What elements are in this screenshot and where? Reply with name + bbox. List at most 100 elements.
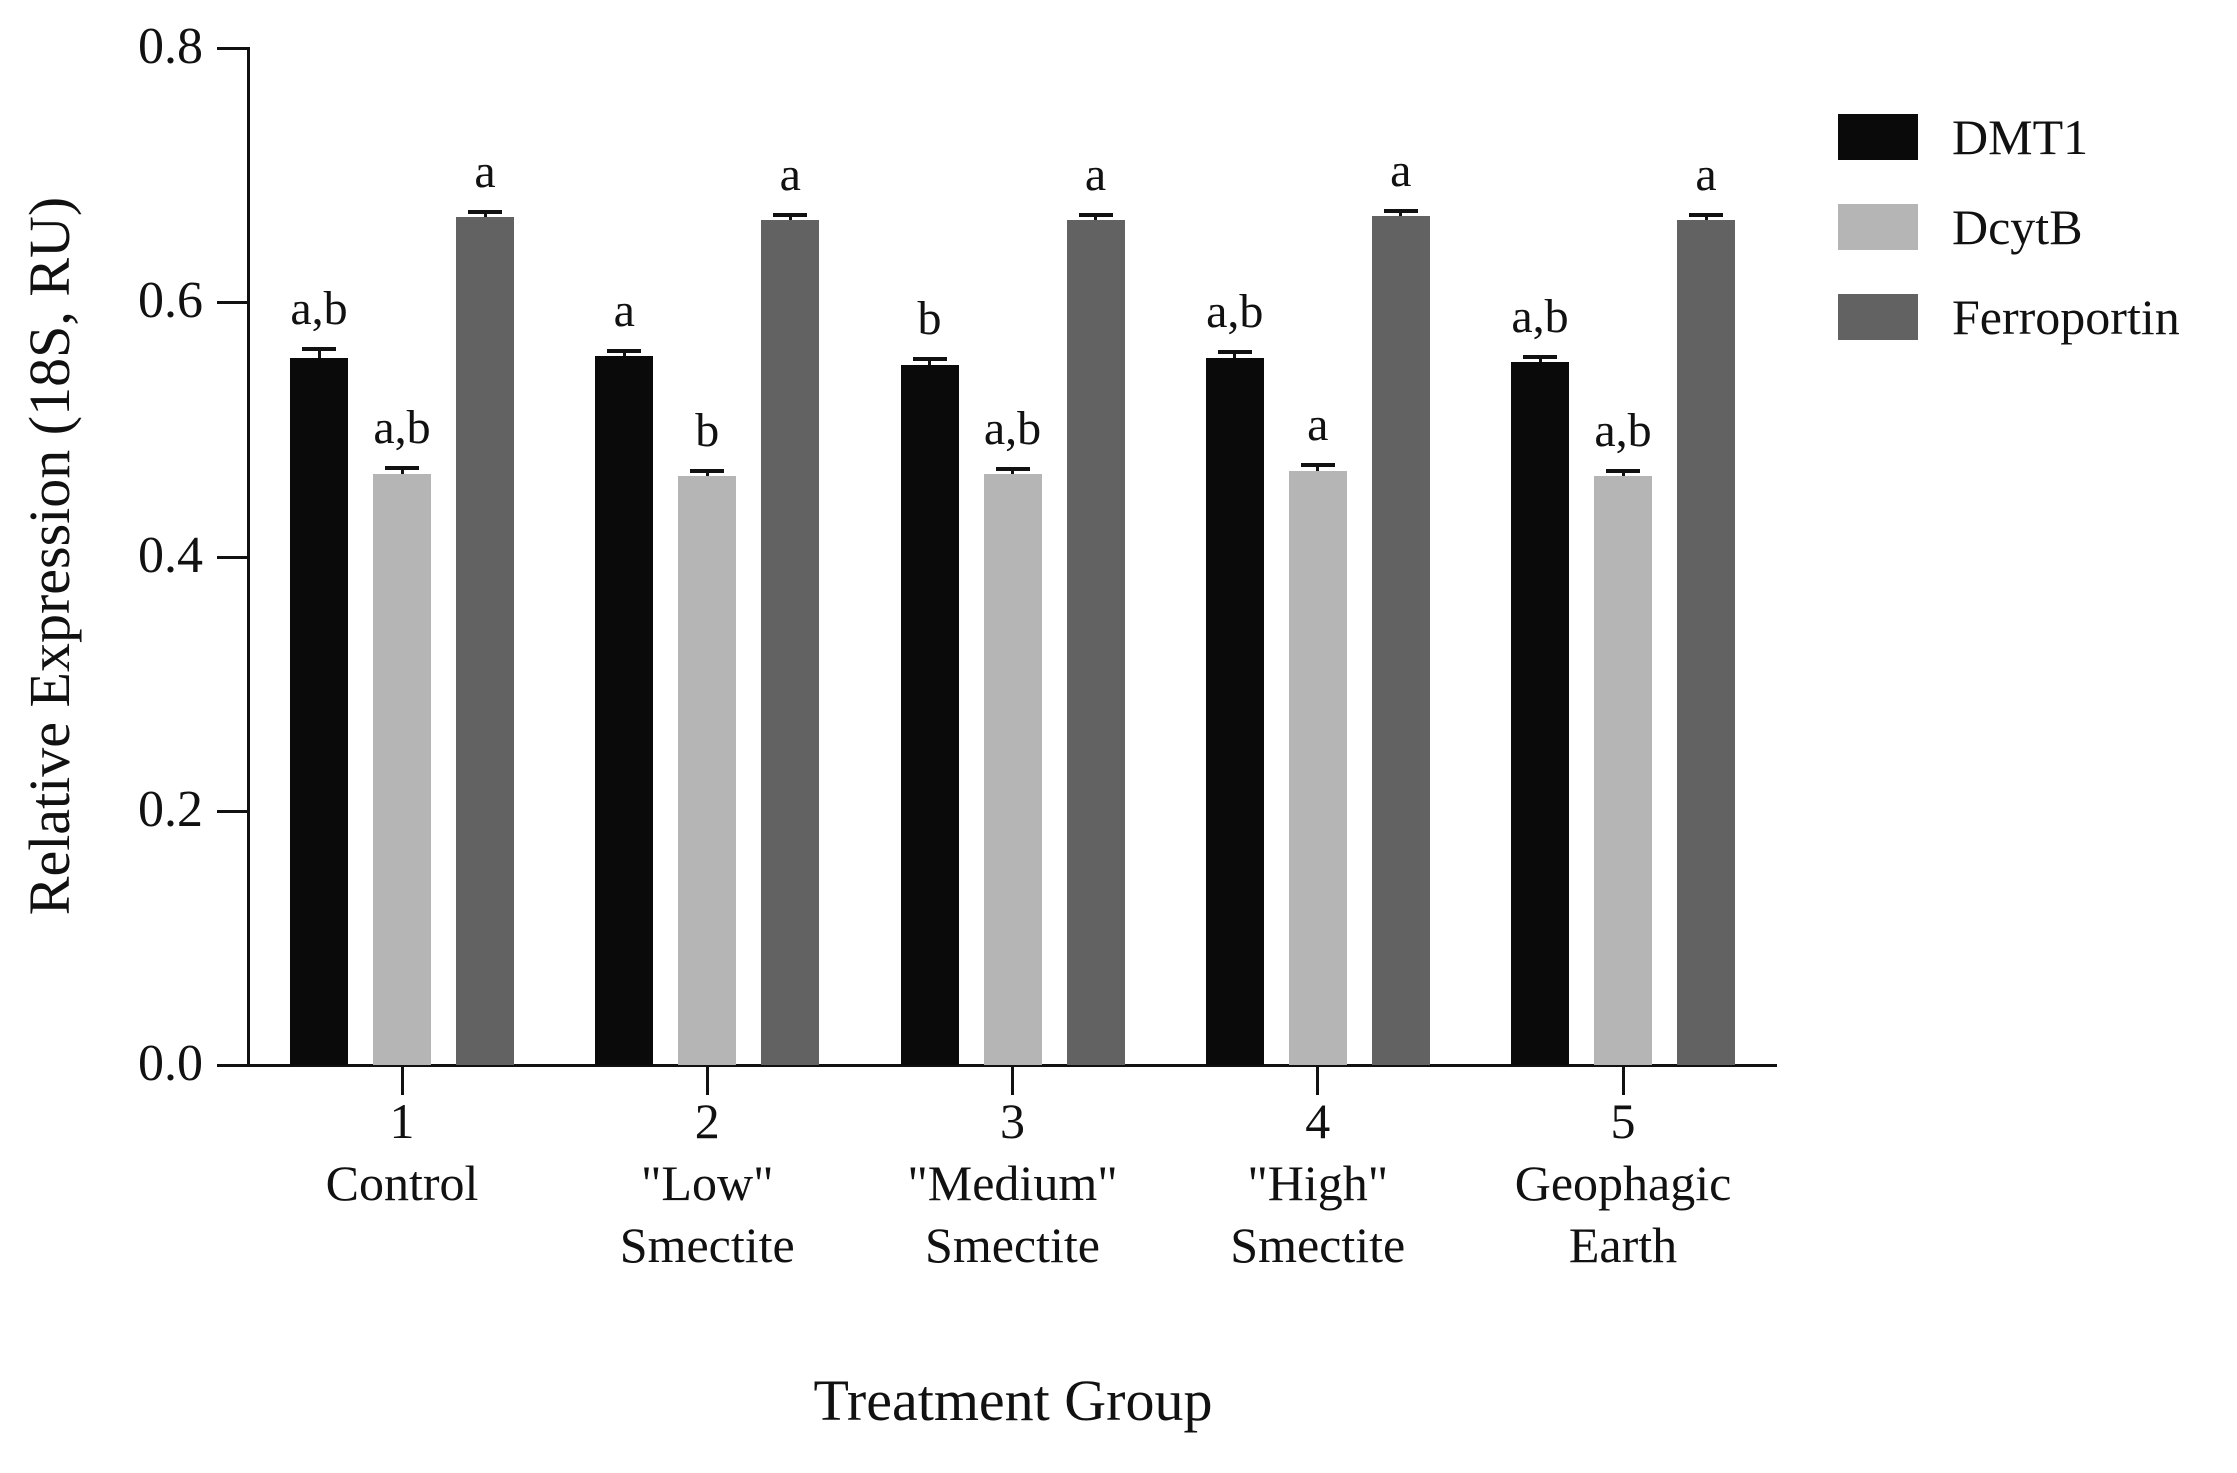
x-tick — [400, 1067, 404, 1095]
bar-dcytb-group1 — [373, 473, 431, 1065]
error-bar-whisker — [1704, 214, 1708, 220]
error-bar-cap — [1300, 462, 1335, 467]
x-category-number: 2 — [694, 1093, 720, 1149]
legend-swatch-dcytb — [1838, 204, 1918, 250]
error-bar-cap — [385, 465, 419, 470]
y-tick-label: 0.2 — [138, 780, 203, 838]
x-category-label: "Low" — [641, 1155, 774, 1211]
x-category-label: Smectite — [1230, 1217, 1406, 1273]
significance-letter: a — [613, 283, 635, 337]
error-bar-cap — [1078, 212, 1113, 217]
legend-row: DcytB — [1838, 202, 2180, 252]
error-bar-cap — [1689, 212, 1723, 217]
x-category-label: Smectite — [925, 1217, 1100, 1273]
error-bar-whisker — [1233, 351, 1237, 359]
y-tick-label: 0.0 — [138, 1035, 203, 1092]
bar-ferroportin-group2 — [761, 219, 820, 1065]
legend-swatch-ferroportin — [1838, 294, 1918, 340]
x-axis-title: Treatment Group — [813, 1368, 1213, 1433]
x-category-number: 1 — [389, 1093, 415, 1149]
y-tick-label: 0.6 — [138, 272, 203, 330]
x-tick — [1621, 1067, 1625, 1095]
legend-row: Ferroportin — [1838, 292, 2180, 342]
y-tick-label: 0.4 — [138, 526, 203, 584]
legend-swatch-dmt1 — [1838, 114, 1918, 160]
bar-dcytb-group5 — [1594, 476, 1652, 1065]
error-bar-cap — [912, 357, 947, 362]
significance-letter: a,b — [1511, 289, 1569, 343]
significance-letter: a — [1307, 397, 1329, 451]
error-bar-cap — [995, 466, 1030, 471]
error-bar-cap — [1217, 349, 1252, 354]
x-category-label: "High" — [1247, 1155, 1389, 1211]
error-bar-cap — [607, 348, 642, 353]
error-bar-whisker — [622, 350, 626, 356]
bar-ferroportin-group5 — [1677, 219, 1735, 1065]
significance-letter: a,b — [1594, 404, 1652, 458]
x-tick — [1011, 1067, 1014, 1095]
bar-dcytb-group2 — [678, 476, 737, 1065]
error-bar-whisker — [483, 211, 487, 218]
bar-dmt1-group1 — [290, 358, 348, 1065]
significance-letter: b — [695, 404, 720, 458]
bar-dmt1-group5 — [1511, 361, 1569, 1065]
error-bar-whisker — [400, 467, 404, 474]
significance-letter: a,b — [290, 282, 348, 336]
y-tick — [217, 809, 247, 813]
x-axis-line — [247, 1064, 1777, 1067]
significance-letter: a — [474, 144, 496, 198]
legend-label: Ferroportin — [1952, 289, 2180, 345]
x-category-label: Control — [325, 1155, 479, 1211]
error-bar-cap — [690, 469, 725, 474]
significance-letter: a,b — [983, 401, 1042, 455]
significance-letter: a — [1695, 147, 1717, 201]
y-tick — [217, 1064, 247, 1067]
error-bar-whisker — [705, 471, 709, 477]
significance-letter: a,b — [373, 400, 431, 454]
legend: DMT1 DcytB Ferroportin — [1838, 112, 2180, 382]
x-category-number: 5 — [1610, 1093, 1636, 1149]
significance-letter: a — [1390, 143, 1412, 197]
error-bar-whisker — [1011, 468, 1014, 474]
x-category-label: Geophagic — [1514, 1155, 1732, 1211]
significance-letter: b — [917, 292, 942, 346]
error-bar-whisker — [928, 359, 931, 365]
error-bar-cap — [468, 209, 502, 214]
error-bar-whisker — [1399, 210, 1403, 216]
x-category-number: 4 — [1305, 1093, 1331, 1149]
y-axis-title: Relative Expression (18S, RU) — [17, 196, 82, 916]
legend-label: DcytB — [1952, 199, 2083, 255]
bar-ferroportin-group3 — [1066, 219, 1125, 1065]
error-bar-cap — [302, 347, 336, 352]
bar-dcytb-group4 — [1288, 471, 1347, 1065]
significance-letter: a,b — [1206, 284, 1264, 338]
x-category-number: 3 — [1000, 1093, 1025, 1149]
bar-ferroportin-group4 — [1371, 215, 1430, 1065]
error-bar-whisker — [1094, 214, 1097, 220]
x-category-label: Earth — [1568, 1217, 1678, 1273]
error-bar-whisker — [1316, 464, 1320, 472]
error-bar-whisker — [1538, 356, 1542, 362]
y-tick-label: 0.8 — [138, 18, 203, 75]
x-tick — [705, 1067, 709, 1095]
error-bar-whisker — [1621, 471, 1625, 477]
legend-row: DMT1 — [1838, 112, 2180, 162]
significance-letter: a — [1084, 147, 1107, 201]
error-bar-cap — [1523, 354, 1557, 359]
bar-dmt1-group3 — [900, 364, 959, 1065]
error-bar-cap — [1383, 208, 1418, 213]
bar-dmt1-group4 — [1205, 358, 1264, 1065]
y-tick — [217, 555, 247, 559]
legend-label: DMT1 — [1952, 109, 2089, 165]
bar-ferroportin-group1 — [456, 217, 514, 1065]
y-axis-line — [247, 47, 250, 1067]
y-tick — [217, 301, 247, 305]
y-tick — [217, 47, 247, 50]
bar-dmt1-group2 — [595, 355, 654, 1065]
x-category-label: "Medium" — [907, 1155, 1118, 1211]
x-category-label: Smectite — [619, 1217, 795, 1273]
x-tick — [1316, 1067, 1320, 1095]
error-bar-whisker — [317, 349, 321, 359]
error-bar-cap — [773, 212, 808, 217]
